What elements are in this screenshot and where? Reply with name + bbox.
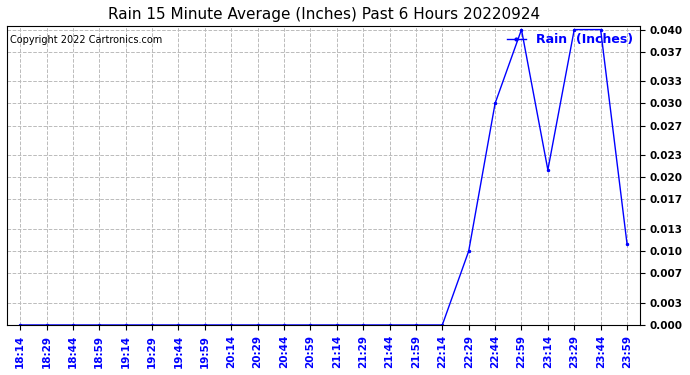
Rain  (Inches)	[280, 323, 288, 327]
Rain  (Inches)	[227, 323, 235, 327]
Rain  (Inches)	[148, 323, 156, 327]
Rain  (Inches)	[69, 323, 77, 327]
Rain  (Inches)	[253, 323, 262, 327]
Line: Rain  (Inches): Rain (Inches)	[18, 27, 629, 327]
Rain  (Inches)	[333, 323, 341, 327]
Rain  (Inches)	[42, 323, 50, 327]
Rain  (Inches)	[95, 323, 104, 327]
Rain  (Inches)	[464, 249, 473, 254]
Rain  (Inches)	[121, 323, 130, 327]
Title: Rain 15 Minute Average (Inches) Past 6 Hours 20220924: Rain 15 Minute Average (Inches) Past 6 H…	[108, 7, 540, 22]
Rain  (Inches)	[359, 323, 367, 327]
Rain  (Inches)	[491, 101, 500, 106]
Rain  (Inches)	[201, 323, 209, 327]
Text: Copyright 2022 Cartronics.com: Copyright 2022 Cartronics.com	[10, 35, 162, 45]
Rain  (Inches)	[438, 323, 446, 327]
Rain  (Inches)	[412, 323, 420, 327]
Rain  (Inches)	[306, 323, 315, 327]
Rain  (Inches)	[570, 27, 578, 32]
Rain  (Inches)	[175, 323, 183, 327]
Rain  (Inches)	[16, 323, 24, 327]
Rain  (Inches)	[623, 242, 631, 246]
Rain  (Inches)	[386, 323, 394, 327]
Rain  (Inches)	[544, 168, 552, 172]
Legend: Rain  (Inches): Rain (Inches)	[502, 28, 638, 51]
Rain  (Inches)	[518, 27, 526, 32]
Rain  (Inches)	[596, 27, 604, 32]
